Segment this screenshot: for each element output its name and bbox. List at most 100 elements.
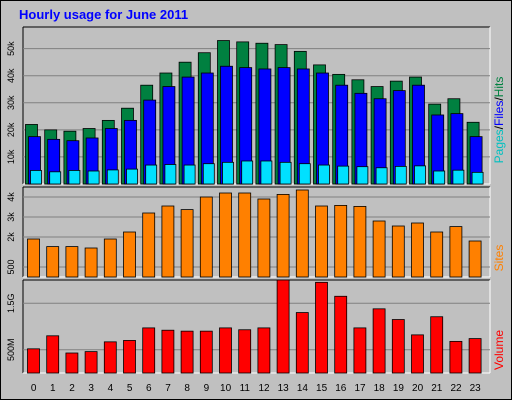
bar-pages-21 xyxy=(433,170,446,185)
x-tick-label: 9 xyxy=(204,383,210,394)
x-tick-label: 23 xyxy=(470,383,482,394)
bar-volume-17 xyxy=(353,327,367,374)
x-tick-label: 0 xyxy=(31,383,37,394)
bar-pages-22 xyxy=(452,169,465,185)
y-tick-label: 40k xyxy=(6,68,16,83)
bar-volume-10 xyxy=(219,327,232,374)
bar-pages-0 xyxy=(30,170,42,185)
y-tick-label: 500M xyxy=(6,338,16,361)
bar-volume-18 xyxy=(372,308,386,374)
legend: Sites xyxy=(492,245,506,272)
bar-pages-15 xyxy=(318,164,330,185)
bar-sites-8 xyxy=(180,209,194,278)
bar-sites-6 xyxy=(142,212,156,278)
x-tick-label: 17 xyxy=(354,383,366,394)
bar-volume-4 xyxy=(103,341,117,374)
bar-sites-17 xyxy=(353,205,367,278)
bar-volume-2 xyxy=(65,352,79,374)
bar-sites-7 xyxy=(161,205,175,278)
bar-sites-2 xyxy=(65,246,79,278)
bar-sites-5 xyxy=(123,231,136,278)
bar-volume-16 xyxy=(334,295,348,374)
x-tick-label: 7 xyxy=(165,383,171,394)
legend-files: Files xyxy=(492,101,506,126)
y-tick-label: 10k xyxy=(6,149,16,164)
bar-sites-19 xyxy=(391,225,405,278)
bar-pages-16 xyxy=(337,165,350,185)
bar-pages-17 xyxy=(356,166,369,185)
y-tick-label: 500 xyxy=(6,259,16,274)
y-tick-label: 20k xyxy=(6,122,16,137)
bar-sites-18 xyxy=(372,220,386,278)
bar-sites-14 xyxy=(295,189,309,278)
bar-pages-10 xyxy=(222,161,234,185)
bar-volume-12 xyxy=(257,327,271,374)
bar-pages-11 xyxy=(241,160,254,185)
legend-hits: Hits xyxy=(492,77,506,98)
bar-pages-2 xyxy=(68,170,81,185)
bar-pages-18 xyxy=(375,167,388,185)
bar-pages-8 xyxy=(183,164,196,185)
bar-pages-23 xyxy=(471,171,484,185)
bar-sites-22 xyxy=(449,226,463,278)
bar-volume-7 xyxy=(161,329,175,374)
x-tick-label: 20 xyxy=(412,383,424,394)
bar-volume-0 xyxy=(27,348,40,374)
x-tick-label: 21 xyxy=(431,383,443,394)
y-tick-label: 1.5G xyxy=(6,293,16,313)
bar-sites-20 xyxy=(411,222,424,278)
legend: Pages/Files/Hits xyxy=(492,77,506,164)
bar-sites-16 xyxy=(334,204,348,278)
legend-separator: / xyxy=(492,97,506,101)
bar-sites-0 xyxy=(27,238,40,278)
y-tick-label: 30k xyxy=(6,95,16,110)
bar-volume-14 xyxy=(295,312,309,374)
bar-pages-4 xyxy=(106,169,119,185)
bar-sites-4 xyxy=(103,238,117,278)
x-tick-label: 16 xyxy=(335,383,347,394)
x-tick-label: 8 xyxy=(184,383,190,394)
bar-sites-13 xyxy=(276,193,290,278)
legend: Volume xyxy=(492,330,506,370)
bar-volume-1 xyxy=(46,335,60,374)
bar-sites-1 xyxy=(46,246,60,278)
bar-sites-11 xyxy=(238,192,252,278)
bar-pages-7 xyxy=(164,164,177,185)
bar-volume-6 xyxy=(142,327,156,374)
x-tick-label: 14 xyxy=(297,383,309,394)
legend-sites: Sites xyxy=(492,245,506,272)
bar-sites-23 xyxy=(468,240,482,278)
bar-pages-9 xyxy=(202,163,215,185)
x-tick-label: 18 xyxy=(374,383,386,394)
bar-pages-13 xyxy=(279,161,292,185)
bar-sites-3 xyxy=(84,247,98,278)
bar-sites-21 xyxy=(430,231,444,278)
x-tick-label: 5 xyxy=(127,383,133,394)
bar-sites-12 xyxy=(257,198,271,278)
bar-volume-13 xyxy=(276,279,290,374)
bar-volume-5 xyxy=(123,340,136,374)
x-tick-label: 15 xyxy=(316,383,328,394)
y-tick-label: 3k xyxy=(6,212,16,222)
y-tick-label: 4k xyxy=(6,192,16,202)
chart-title: Hourly usage for June 2011 xyxy=(19,7,189,22)
bar-volume-23 xyxy=(468,338,482,374)
legend-pages: Pages xyxy=(492,129,506,163)
legend-volume: Volume xyxy=(492,330,506,370)
bar-volume-20 xyxy=(411,334,424,374)
x-tick-label: 10 xyxy=(220,383,232,394)
x-tick-label: 2 xyxy=(69,383,75,394)
bar-volume-15 xyxy=(315,281,328,374)
bar-volume-3 xyxy=(84,351,98,374)
x-tick-label: 1 xyxy=(50,383,56,394)
bar-volume-8 xyxy=(180,330,194,374)
bar-pages-5 xyxy=(126,168,138,185)
bar-sites-10 xyxy=(219,192,232,278)
x-tick-label: 3 xyxy=(88,383,94,394)
bar-volume-11 xyxy=(238,329,252,374)
bar-pages-19 xyxy=(394,166,407,185)
bar-pages-14 xyxy=(298,163,311,185)
x-tick-label: 12 xyxy=(258,383,270,394)
bar-sites-9 xyxy=(199,196,213,278)
